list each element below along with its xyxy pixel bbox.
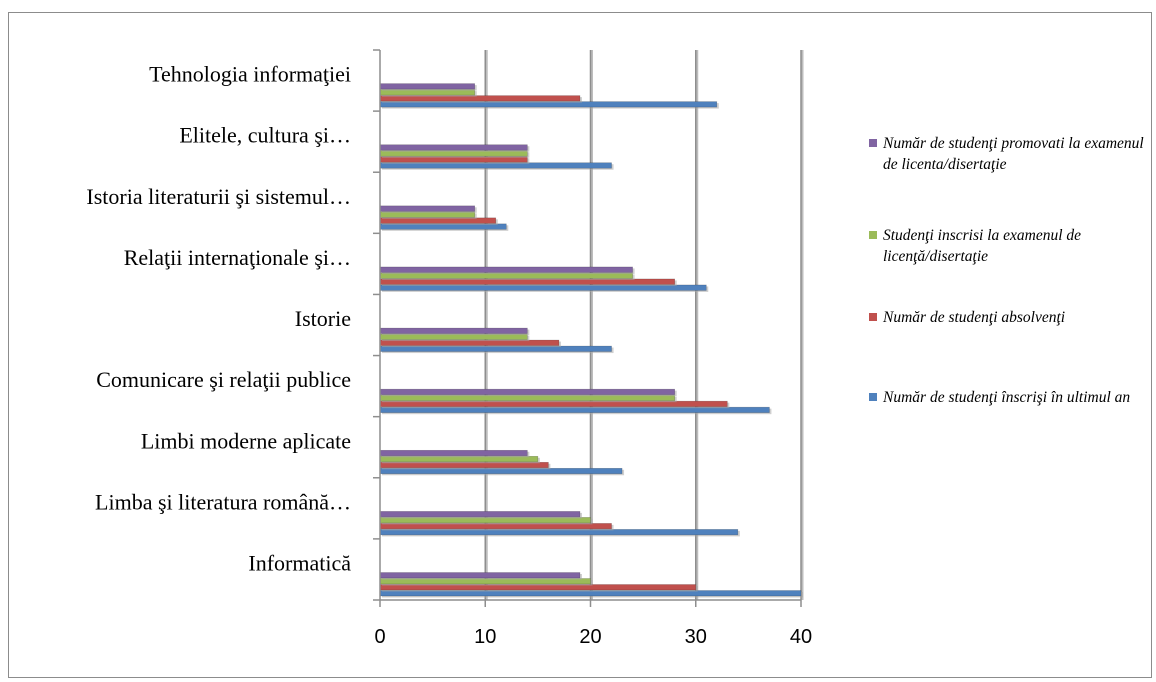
x-tick-label: 10 [474, 626, 496, 648]
bar-fill [379, 572, 581, 579]
legend-item: Număr de studenţi promovati la examenul … [869, 133, 1156, 175]
legend-swatch [869, 139, 877, 147]
category-label: Elitele, cultura şi… [179, 123, 351, 148]
category-label: Relaţii internaţionale şi… [124, 245, 351, 270]
bar [379, 467, 625, 476]
bar [379, 333, 530, 342]
legend-label: Studenţi inscrisi la examenul de licenţă… [883, 227, 1082, 265]
category-label: Informatică [248, 550, 351, 575]
category-label: Limbi moderne aplicate [141, 428, 351, 453]
category-label: Tehnologia informaţiei [149, 62, 351, 87]
bar [379, 162, 614, 170]
bar [379, 511, 582, 519]
bar-fill [379, 511, 581, 518]
bar [379, 388, 677, 397]
bar [379, 572, 582, 580]
x-tick-label: 40 [790, 626, 812, 648]
bar [379, 584, 698, 592]
bar [379, 89, 477, 97]
bar-fill [379, 144, 528, 151]
x-tick-label: 30 [685, 626, 707, 648]
legend-swatch [869, 231, 877, 239]
legend-item: Număr de studenţi înscrişi în ultimul an [869, 387, 1156, 408]
chart-frame: Informatică Limba şi literatura română… Li… [8, 12, 1152, 678]
bar [379, 205, 477, 213]
bar [379, 284, 709, 292]
bar [379, 83, 477, 91]
legend-label: Număr de studenţi promovati la examenul … [883, 135, 1144, 173]
legend-item: Studenţi inscrisi la examenul de licenţă… [869, 225, 1156, 267]
bar [379, 517, 593, 525]
bar [379, 406, 772, 415]
bar [379, 529, 740, 537]
bar [379, 455, 540, 464]
legend-swatch [869, 393, 877, 401]
bar-fill [379, 327, 528, 334]
bar-fill [379, 205, 476, 212]
bar [379, 394, 677, 403]
bar [379, 590, 803, 598]
legend-label: Număr de studenţi înscrişi în ultimul an [883, 389, 1131, 406]
bar [379, 101, 719, 109]
bar [379, 211, 477, 219]
bar-fill [379, 388, 676, 395]
bar-fill [379, 83, 476, 90]
category-label: Comunicare şi relaţii publice [96, 367, 351, 392]
category-label: Limba şi literatura română… [95, 489, 351, 514]
bar [379, 400, 730, 409]
category-label: Istoria literaturii şi sistemul… [86, 184, 351, 209]
legend-item: Număr de studenţi absolvenţi [869, 307, 1156, 328]
bar [379, 327, 530, 336]
bar [379, 266, 635, 274]
category-label: Istorie [295, 306, 351, 331]
bar [379, 278, 677, 286]
bar [379, 95, 582, 103]
bar [379, 578, 593, 586]
bar [379, 217, 498, 225]
x-tick-label: 20 [579, 626, 601, 648]
bar [379, 272, 635, 280]
bar [379, 150, 530, 158]
bar [379, 144, 530, 152]
bar [379, 156, 530, 164]
bar [379, 345, 614, 354]
bar [379, 461, 551, 470]
bar-chart: Informatică Limba şi literatura română… Li… [86, 49, 812, 648]
legend-label: Număr de studenţi absolvenţi [883, 309, 1066, 326]
x-tick-label: 0 [374, 626, 385, 648]
bar [379, 223, 509, 231]
bar [379, 523, 614, 531]
legend-swatch [869, 313, 877, 321]
bar [379, 339, 561, 348]
bar [379, 449, 530, 458]
bar-fill [379, 266, 633, 273]
bar-fill [379, 449, 528, 457]
